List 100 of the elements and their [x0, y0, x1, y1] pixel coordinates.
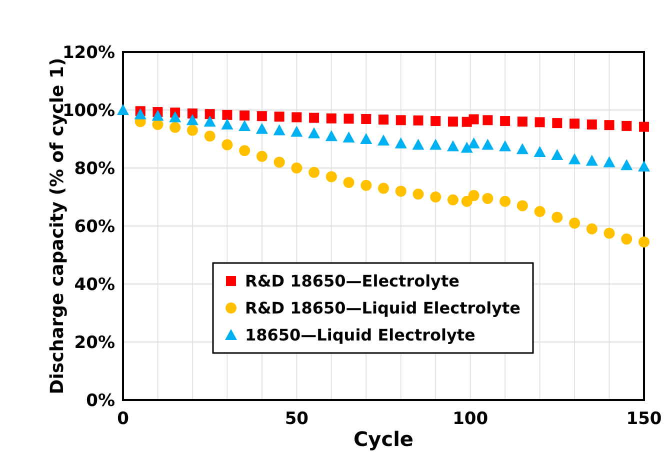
- point: [516, 143, 528, 154]
- point: [586, 223, 598, 234]
- legend-label: R&D 18650—Liquid Electrolyte: [245, 298, 521, 318]
- point: [273, 124, 286, 136]
- point: [169, 111, 182, 122]
- point: [308, 127, 320, 138]
- point: [468, 190, 480, 202]
- point: [500, 196, 511, 207]
- point: [344, 114, 354, 124]
- point: [222, 139, 233, 150]
- point: [238, 120, 251, 131]
- point: [468, 137, 480, 148]
- point: [378, 134, 390, 146]
- point: [516, 200, 528, 212]
- point: [499, 140, 512, 152]
- point: [534, 206, 546, 217]
- point: [343, 177, 354, 188]
- point: [620, 159, 633, 170]
- y-tick-label: 60%: [74, 216, 115, 237]
- x-tick-label: 0: [117, 409, 130, 429]
- point: [638, 236, 650, 248]
- point: [378, 182, 389, 194]
- x-tick-label: 100: [452, 409, 488, 429]
- point: [604, 120, 614, 130]
- point: [290, 126, 303, 137]
- point: [569, 218, 580, 229]
- point: [534, 117, 545, 128]
- point: [240, 110, 250, 121]
- point: [204, 116, 216, 127]
- point: [468, 114, 479, 124]
- point: [342, 132, 355, 143]
- point: [461, 196, 472, 207]
- point: [638, 160, 650, 172]
- point: [621, 234, 632, 245]
- point: [256, 150, 268, 162]
- point: [292, 112, 302, 122]
- point: [448, 116, 458, 127]
- y-tick-label: 0%: [86, 390, 115, 411]
- point: [222, 110, 232, 120]
- point: [396, 115, 406, 126]
- legend-label: R&D 18650—Electrolyte: [245, 272, 460, 291]
- point: [204, 109, 215, 120]
- x-tick-label: 150: [626, 409, 662, 429]
- point: [326, 113, 336, 124]
- point: [517, 116, 528, 127]
- point: [586, 120, 597, 130]
- point: [204, 130, 216, 142]
- point: [604, 228, 615, 239]
- point: [186, 114, 198, 126]
- point: [360, 180, 372, 191]
- y-tick-label: 20%: [74, 332, 115, 353]
- point: [134, 108, 146, 120]
- point: [570, 118, 580, 129]
- point: [395, 186, 406, 197]
- point: [482, 192, 494, 204]
- point: [256, 111, 267, 122]
- point: [500, 116, 510, 126]
- point: [552, 118, 562, 128]
- point: [309, 112, 320, 123]
- point: [568, 153, 581, 164]
- point: [291, 162, 302, 174]
- point: [552, 212, 563, 223]
- x-axis-title: Cycle: [354, 427, 414, 451]
- point: [447, 194, 458, 206]
- point: [534, 146, 546, 158]
- y-tick-label: 40%: [74, 274, 115, 295]
- point: [586, 154, 598, 166]
- point: [413, 115, 424, 126]
- point: [325, 130, 338, 142]
- point: [274, 112, 284, 122]
- point: [152, 110, 164, 121]
- point: [117, 104, 129, 115]
- point: [239, 145, 250, 156]
- point: [482, 138, 494, 150]
- point: [430, 138, 442, 150]
- point: [394, 137, 407, 148]
- point: [430, 192, 442, 202]
- point: [430, 116, 441, 126]
- point: [622, 120, 632, 131]
- point: [551, 148, 564, 160]
- x-tick-label: 50: [284, 409, 309, 429]
- point: [460, 142, 473, 153]
- point: [186, 124, 198, 136]
- point: [256, 122, 268, 134]
- y-tick-label: 80%: [74, 158, 115, 179]
- point: [639, 122, 649, 132]
- point: [482, 115, 493, 126]
- point: [378, 114, 388, 125]
- point: [170, 122, 181, 133]
- point: [603, 156, 616, 168]
- point: [308, 166, 320, 178]
- point: [446, 140, 459, 152]
- point: [326, 171, 337, 182]
- point: [360, 133, 372, 144]
- point: [412, 138, 424, 150]
- point: [412, 188, 424, 200]
- legend-label: 18650—Liquid Electrolyte: [245, 326, 476, 345]
- point: [221, 118, 234, 130]
- point: [361, 114, 372, 124]
- point: [274, 156, 285, 168]
